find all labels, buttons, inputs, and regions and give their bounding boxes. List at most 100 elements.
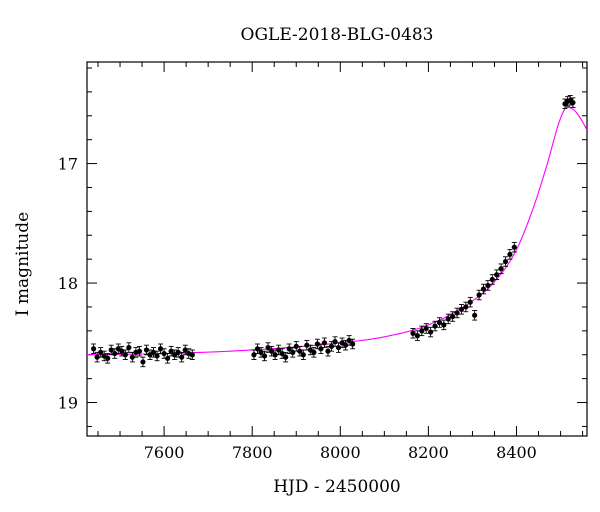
data-marker bbox=[428, 329, 434, 335]
data-marker bbox=[283, 354, 289, 360]
data-marker bbox=[251, 352, 257, 358]
data-marker bbox=[328, 343, 335, 349]
axis-ticks bbox=[87, 62, 587, 436]
y-tick-label: 17 bbox=[58, 155, 78, 174]
data-point bbox=[485, 280, 491, 291]
data-marker bbox=[272, 352, 278, 358]
data-marker bbox=[136, 348, 143, 354]
data-point bbox=[314, 338, 320, 350]
data-marker bbox=[454, 310, 460, 316]
data-point bbox=[251, 349, 257, 360]
data-marker bbox=[175, 349, 181, 355]
data-point bbox=[165, 353, 171, 364]
data-point bbox=[441, 319, 447, 331]
data-point bbox=[472, 310, 478, 321]
data-marker bbox=[105, 355, 111, 361]
data-point bbox=[179, 351, 185, 363]
data-marker bbox=[161, 350, 167, 357]
data-marker bbox=[445, 316, 451, 322]
data-point bbox=[454, 307, 460, 319]
data-marker bbox=[498, 266, 504, 272]
data-point bbox=[458, 304, 465, 315]
data-point bbox=[498, 263, 504, 274]
data-point bbox=[419, 325, 425, 337]
data-marker bbox=[311, 349, 317, 355]
data-marker bbox=[94, 354, 100, 360]
data-point bbox=[410, 328, 416, 339]
data-marker bbox=[441, 322, 447, 328]
data-marker bbox=[423, 325, 429, 332]
data-marker bbox=[261, 353, 268, 359]
data-point bbox=[489, 274, 495, 285]
data-point bbox=[311, 347, 317, 358]
x-axis-label: HJD - 2450000 bbox=[273, 477, 401, 497]
data-marker bbox=[189, 352, 195, 358]
data-point bbox=[507, 249, 513, 260]
data-marker bbox=[332, 339, 338, 345]
data-point bbox=[436, 317, 443, 328]
data-point bbox=[126, 342, 132, 353]
data-point bbox=[129, 351, 135, 363]
data-point bbox=[467, 296, 473, 308]
data-marker bbox=[463, 304, 469, 310]
data-marker bbox=[502, 258, 509, 265]
data-point bbox=[428, 326, 434, 338]
data-point bbox=[328, 341, 335, 352]
y-tick-label: 19 bbox=[58, 394, 78, 413]
data-marker bbox=[179, 354, 185, 360]
data-point bbox=[261, 350, 268, 362]
data-marker bbox=[570, 100, 576, 106]
data-point bbox=[414, 330, 420, 341]
chart-title: OGLE-2018-BLG-0483 bbox=[241, 25, 434, 45]
data-point bbox=[157, 343, 164, 355]
data-point bbox=[283, 351, 289, 363]
data-point bbox=[105, 353, 111, 364]
data-marker bbox=[467, 299, 473, 305]
data-point bbox=[175, 347, 181, 358]
data-point bbox=[570, 97, 576, 108]
data-point bbox=[463, 301, 469, 313]
data-marker bbox=[300, 352, 306, 358]
data-marker bbox=[507, 251, 513, 257]
data-point bbox=[189, 349, 195, 360]
data-point bbox=[91, 343, 97, 355]
data-marker bbox=[485, 282, 491, 289]
model-curve bbox=[86, 106, 588, 356]
data-marker bbox=[304, 342, 310, 348]
data-marker bbox=[122, 352, 128, 358]
data-marker bbox=[350, 341, 356, 347]
data-marker bbox=[419, 328, 425, 334]
data-marker bbox=[290, 349, 296, 355]
data-point bbox=[325, 345, 331, 357]
data-marker bbox=[318, 346, 324, 352]
data-point bbox=[476, 289, 482, 301]
data-marker bbox=[165, 355, 171, 361]
data-marker bbox=[472, 312, 478, 318]
data-marker bbox=[494, 272, 500, 278]
x-tick-label: 8000 bbox=[320, 443, 361, 462]
data-point bbox=[480, 283, 487, 295]
data-marker bbox=[129, 354, 135, 360]
axis-tick-labels: 7600 7800 8000 8200 8400 17 18 19 bbox=[58, 155, 537, 462]
data-marker bbox=[325, 348, 331, 354]
data-marker bbox=[489, 276, 495, 283]
data-marker bbox=[293, 343, 299, 349]
data-point bbox=[140, 356, 146, 368]
data-point bbox=[350, 338, 356, 350]
data-point bbox=[450, 311, 456, 322]
data-point bbox=[136, 345, 143, 357]
data-marker bbox=[140, 359, 146, 365]
data-marker bbox=[143, 347, 150, 353]
x-tick-label: 8200 bbox=[408, 443, 449, 462]
data-marker bbox=[410, 330, 416, 336]
data-point bbox=[445, 313, 451, 325]
data-point bbox=[122, 349, 128, 360]
x-tick-label: 7600 bbox=[144, 443, 185, 462]
data-point bbox=[321, 337, 328, 349]
x-tick-label: 7800 bbox=[232, 443, 273, 462]
data-marker bbox=[436, 319, 443, 326]
data-marker bbox=[511, 244, 517, 250]
data-marker bbox=[450, 313, 456, 320]
data-point bbox=[432, 320, 438, 332]
